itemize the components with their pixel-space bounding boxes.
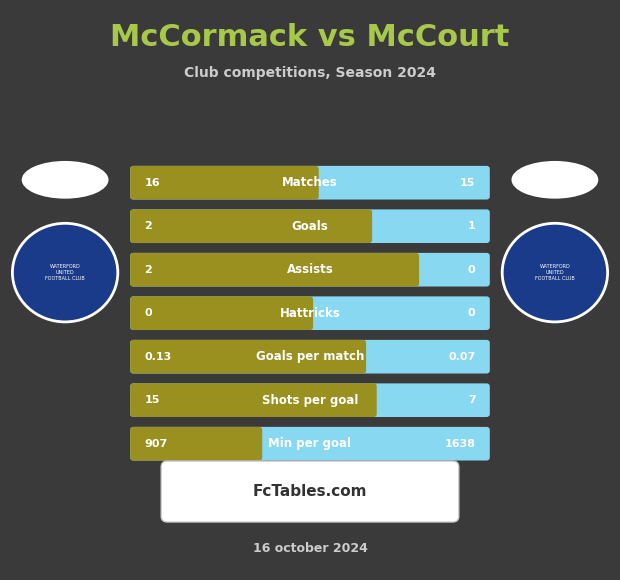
Text: 0.13: 0.13 xyxy=(144,351,172,362)
FancyBboxPatch shape xyxy=(130,209,490,243)
Text: 0: 0 xyxy=(468,308,476,318)
FancyBboxPatch shape xyxy=(161,461,459,522)
Text: Goals: Goals xyxy=(291,220,329,233)
Text: 1: 1 xyxy=(467,221,476,231)
FancyBboxPatch shape xyxy=(130,209,372,243)
Text: Shots per goal: Shots per goal xyxy=(262,394,358,407)
Text: WATERFORD
UNITED
FOOTBALL CLUB: WATERFORD UNITED FOOTBALL CLUB xyxy=(45,264,85,281)
Text: FcTables.com: FcTables.com xyxy=(253,484,367,499)
Text: Min per goal: Min per goal xyxy=(268,437,352,450)
FancyBboxPatch shape xyxy=(130,340,490,374)
FancyBboxPatch shape xyxy=(130,427,262,461)
Text: 907: 907 xyxy=(144,438,167,449)
Text: 7: 7 xyxy=(467,395,476,405)
Text: McCormack vs McCourt: McCormack vs McCourt xyxy=(110,23,510,52)
Ellipse shape xyxy=(22,161,108,198)
FancyBboxPatch shape xyxy=(130,166,490,200)
Circle shape xyxy=(12,223,118,322)
Text: 15: 15 xyxy=(144,395,160,405)
FancyBboxPatch shape xyxy=(130,296,490,330)
Text: Goals per match: Goals per match xyxy=(256,350,364,363)
Circle shape xyxy=(502,223,608,322)
FancyBboxPatch shape xyxy=(130,296,313,330)
Text: 2: 2 xyxy=(144,221,152,231)
Ellipse shape xyxy=(512,161,598,198)
FancyBboxPatch shape xyxy=(130,340,366,374)
FancyBboxPatch shape xyxy=(130,383,490,417)
Text: Hattricks: Hattricks xyxy=(280,307,340,320)
FancyBboxPatch shape xyxy=(130,383,377,417)
FancyBboxPatch shape xyxy=(130,253,490,287)
Text: 2: 2 xyxy=(144,264,152,275)
Text: 16 october 2024: 16 october 2024 xyxy=(252,542,368,554)
Text: 0.07: 0.07 xyxy=(448,351,476,362)
FancyBboxPatch shape xyxy=(130,253,419,287)
FancyBboxPatch shape xyxy=(130,166,319,200)
Text: Club competitions, Season 2024: Club competitions, Season 2024 xyxy=(184,66,436,79)
FancyBboxPatch shape xyxy=(130,427,490,461)
Text: 1638: 1638 xyxy=(445,438,476,449)
Text: 0: 0 xyxy=(144,308,152,318)
Text: 0: 0 xyxy=(468,264,476,275)
Text: Matches: Matches xyxy=(282,176,338,189)
Text: 16: 16 xyxy=(144,177,160,188)
Text: WATERFORD
UNITED
FOOTBALL CLUB: WATERFORD UNITED FOOTBALL CLUB xyxy=(535,264,575,281)
Text: 15: 15 xyxy=(460,177,476,188)
Text: Assists: Assists xyxy=(286,263,334,276)
